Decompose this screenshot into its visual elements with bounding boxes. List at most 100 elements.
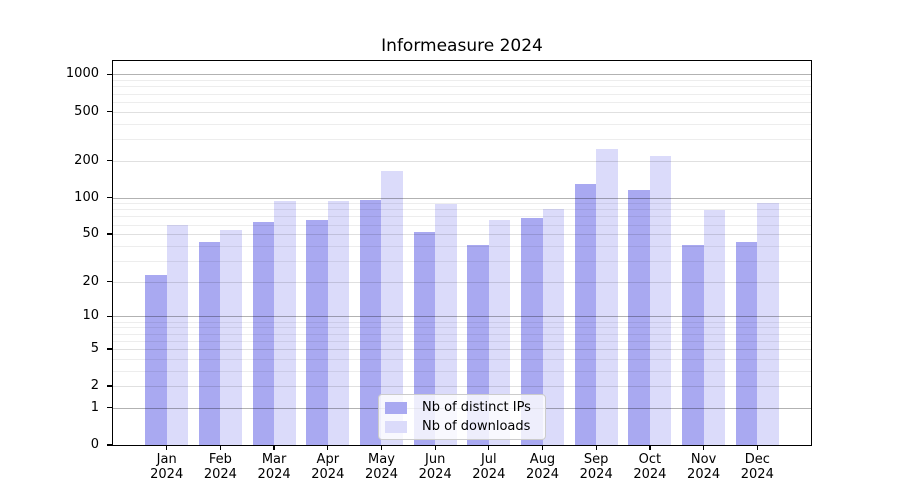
x-tick — [541, 445, 544, 450]
gridline — [113, 333, 811, 335]
x-tick-month: Jun — [425, 452, 446, 467]
bar-downloads — [381, 170, 403, 445]
legend-swatch-distinct-ips — [385, 401, 407, 414]
gridline — [113, 209, 811, 211]
gridline — [113, 160, 811, 162]
y-tick-label: 10 — [82, 308, 99, 324]
gridline — [113, 348, 811, 350]
x-tick-year: 2024 — [257, 466, 291, 482]
x-tick-year: 2024 — [311, 466, 345, 482]
x-tick — [273, 445, 275, 450]
x-tick-year: 2024 — [525, 466, 560, 482]
x-tick-year: 2024 — [472, 466, 506, 482]
chart-title: Informeasure 2024 — [381, 36, 543, 56]
y-tick — [106, 73, 112, 76]
bar-distinct-ips — [359, 200, 382, 445]
x-tick-month: Dec — [744, 452, 770, 467]
bar-distinct-ips — [521, 217, 543, 445]
y-tick-label: 50 — [82, 226, 99, 242]
y-tick-label: 1 — [90, 399, 99, 415]
bar-downloads — [488, 219, 511, 445]
y-tick — [106, 407, 112, 409]
y-tick-label: 200 — [74, 152, 99, 168]
x-tick-year: 2024 — [418, 466, 452, 482]
gridline — [113, 111, 811, 113]
y-tick — [106, 281, 112, 283]
bar-distinct-ips — [252, 221, 275, 445]
y-tick-label: 500 — [74, 103, 99, 119]
legend-label: Nb of downloads — [422, 419, 531, 434]
bar-downloads — [703, 210, 726, 445]
bar-distinct-ips — [628, 190, 650, 445]
legend-item: Nb of distinct IPs — [385, 400, 535, 415]
gridline — [113, 260, 811, 262]
bar-downloads — [649, 156, 672, 445]
x-tick-month: Feb — [208, 452, 232, 467]
bar-downloads — [757, 202, 779, 445]
gridline — [113, 386, 811, 388]
legend-label: Nb of distinct IPs — [422, 400, 531, 415]
x-tick-year: 2024 — [150, 466, 184, 482]
x-tick-label: Jan 2024 — [135, 452, 199, 482]
x-tick-month: Sep — [583, 452, 609, 467]
x-tick-month: Apr — [316, 452, 340, 467]
gridline — [113, 327, 811, 329]
y-tick-label: 5 — [90, 340, 99, 356]
gridline — [113, 216, 811, 218]
gridline — [113, 74, 811, 76]
x-tick-label: Dec 2024 — [725, 452, 789, 482]
x-tick-year: 2024 — [364, 466, 399, 482]
x-tick-year: 2024 — [633, 466, 667, 482]
x-tick — [649, 445, 651, 450]
x-tick-month: Aug — [529, 452, 556, 467]
y-tick-label: 0 — [90, 437, 99, 452]
x-tick-month: Jan — [156, 452, 177, 467]
gridline — [113, 93, 811, 95]
gridline — [113, 234, 811, 236]
gridline — [113, 224, 811, 226]
y-tick — [106, 315, 112, 318]
y-tick-label: 100 — [74, 189, 99, 205]
gridline — [113, 138, 811, 140]
x-tick — [702, 445, 705, 450]
x-tick-month: May — [368, 452, 395, 467]
legend-swatch-downloads — [385, 420, 407, 433]
x-tick-label: Mar 2024 — [242, 452, 306, 482]
legend-item: Nb of downloads — [385, 419, 535, 434]
gridline — [113, 101, 811, 103]
x-tick-label: Feb 2024 — [188, 452, 252, 482]
x-tick — [756, 445, 758, 450]
bar-downloads — [166, 225, 189, 445]
x-tick — [488, 445, 490, 450]
gridline — [113, 123, 811, 125]
bar-distinct-ips — [735, 242, 758, 445]
x-tick — [166, 445, 168, 450]
y-tick — [106, 444, 112, 446]
x-tick-label: Apr 2024 — [296, 452, 360, 482]
gridline — [113, 321, 811, 323]
bar-distinct-ips — [574, 183, 597, 445]
bar-downloads — [542, 208, 565, 445]
y-tick-label: 1000 — [65, 66, 99, 82]
bar-distinct-ips — [198, 242, 221, 445]
x-tick-label: Aug 2024 — [511, 452, 575, 482]
bar-distinct-ips — [306, 220, 328, 445]
x-tick — [380, 445, 383, 450]
x-tick-label: Jul 2024 — [457, 452, 521, 482]
y-tick — [106, 196, 112, 199]
x-tick-label: Oct 2024 — [618, 452, 682, 482]
x-tick-month: Oct — [638, 452, 662, 467]
gridline — [113, 245, 811, 247]
gridline — [113, 86, 811, 88]
x-tick — [595, 445, 597, 450]
y-tick-label: 20 — [82, 273, 99, 289]
x-tick-year: 2024 — [203, 466, 237, 482]
y-tick — [106, 159, 112, 162]
x-tick-label: Nov 2024 — [672, 452, 736, 482]
gridline — [113, 80, 811, 82]
bar-downloads — [596, 148, 618, 445]
bar-distinct-ips — [413, 232, 436, 445]
gridline — [113, 358, 811, 360]
x-tick-label: May 2024 — [350, 452, 414, 482]
